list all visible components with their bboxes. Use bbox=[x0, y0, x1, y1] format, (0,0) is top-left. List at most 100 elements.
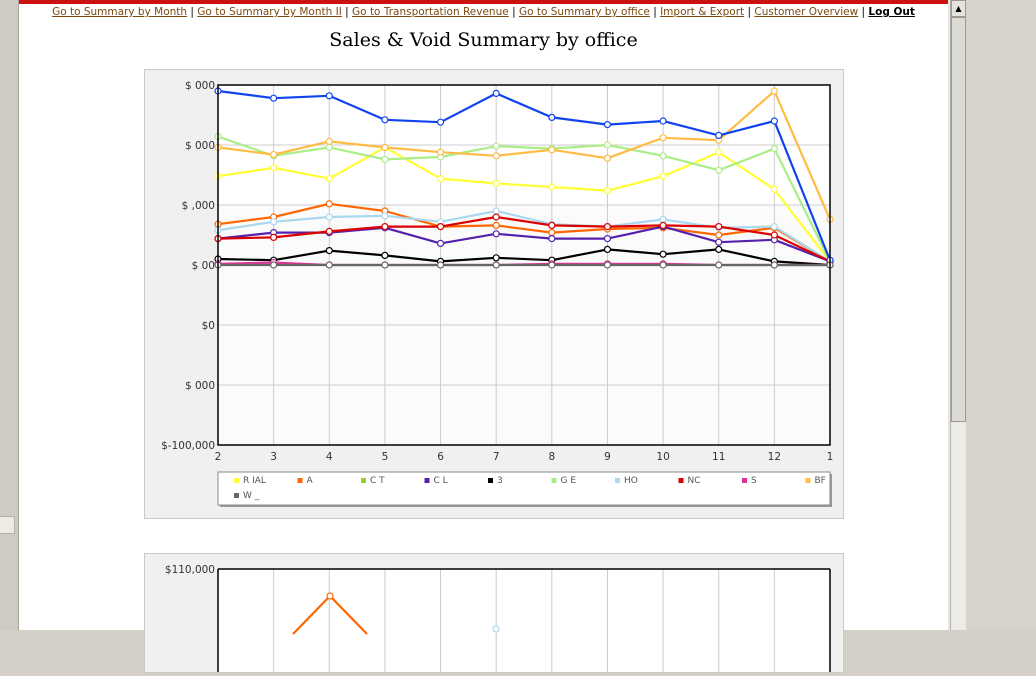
second-chart-svg: $110,000 bbox=[165, 564, 831, 676]
page-content: Go to Summary by Month | Go to Summary b… bbox=[19, 0, 948, 676]
nav-link-summary-by-month[interactable]: Go to Summary by Month bbox=[52, 6, 188, 18]
logout-link[interactable]: Log Out bbox=[868, 6, 915, 18]
data-point bbox=[325, 213, 333, 221]
legend-label: C L bbox=[434, 476, 448, 486]
data-point bbox=[548, 146, 556, 154]
data-point bbox=[715, 245, 723, 253]
data-point bbox=[659, 250, 667, 258]
legend-swatch bbox=[424, 478, 430, 483]
data-point bbox=[715, 231, 723, 239]
data-point bbox=[715, 261, 723, 269]
data-point bbox=[325, 200, 333, 208]
scroll-up-arrow-icon[interactable]: ▲ bbox=[951, 0, 966, 17]
data-point bbox=[270, 150, 278, 159]
data-point bbox=[548, 113, 556, 122]
data-point bbox=[659, 172, 667, 180]
legend-swatch bbox=[678, 478, 684, 483]
data-point bbox=[436, 118, 445, 126]
data-point bbox=[325, 137, 333, 146]
plot-background bbox=[218, 569, 830, 676]
data-point bbox=[548, 229, 556, 237]
data-point bbox=[270, 233, 278, 241]
x-tick-label: 5 bbox=[382, 451, 389, 463]
nav-link-transportation-revenue[interactable]: Go to Transportation Revenue bbox=[352, 6, 509, 18]
data-point bbox=[325, 247, 333, 255]
data-point bbox=[770, 185, 778, 194]
data-point bbox=[381, 251, 389, 259]
nav-links: Go to Summary by Month | Go to Summary b… bbox=[19, 6, 948, 18]
nav-link-summary-by-month-ii[interactable]: Go to Summary by Month II bbox=[197, 6, 342, 18]
data-point bbox=[715, 131, 723, 140]
y-tick-label: $ ,000 bbox=[182, 200, 215, 212]
data-point bbox=[492, 152, 500, 160]
data-point bbox=[492, 142, 500, 150]
data-point bbox=[492, 89, 500, 97]
data-point bbox=[492, 207, 500, 215]
y-tick-label: $ 000 bbox=[185, 140, 215, 152]
data-point bbox=[770, 261, 778, 269]
legend-swatch bbox=[615, 478, 620, 483]
x-tick-label: 3 bbox=[270, 451, 277, 463]
series-line bbox=[217, 202, 831, 263]
series-line bbox=[217, 146, 831, 263]
data-point bbox=[492, 213, 500, 221]
data-point bbox=[325, 261, 333, 269]
y-tick-label: $110,000 bbox=[165, 564, 215, 576]
legend-label: 3 bbox=[497, 476, 503, 486]
data-point bbox=[770, 231, 778, 239]
data-point bbox=[603, 120, 612, 129]
data-point bbox=[659, 221, 667, 229]
data-point bbox=[492, 254, 500, 262]
data-point bbox=[325, 227, 333, 235]
y-tick-label: $0 bbox=[202, 320, 215, 332]
data-point bbox=[770, 223, 778, 231]
data-point bbox=[492, 230, 500, 238]
nav-link-import-export[interactable]: Import & Export bbox=[660, 6, 745, 18]
second-chart: $110,000 bbox=[144, 553, 844, 676]
legend-box bbox=[217, 471, 831, 506]
data-point bbox=[325, 143, 333, 152]
x-tick-label: 12 bbox=[768, 451, 781, 463]
left-window-frame bbox=[0, 0, 19, 630]
data-point bbox=[603, 186, 612, 195]
sales-void-chart: $ 000 $ 000 $ ,000 $ 00 $0 $ 000 $-100,000 2 3 4 5… bbox=[144, 69, 891, 519]
series-line bbox=[217, 248, 831, 267]
data-point bbox=[715, 223, 723, 231]
data-point bbox=[770, 117, 778, 125]
series-line bbox=[217, 135, 831, 262]
vertical-scrollbar[interactable]: ▲ bbox=[950, 0, 966, 630]
data-point bbox=[548, 261, 556, 269]
data-point bbox=[381, 155, 389, 164]
series-line bbox=[217, 215, 831, 263]
legend-swatch bbox=[361, 478, 366, 483]
legend-label: G E bbox=[561, 476, 577, 486]
data-point bbox=[381, 212, 389, 220]
data-point bbox=[270, 261, 278, 269]
header-red-bar bbox=[19, 0, 948, 4]
data-point bbox=[270, 94, 278, 102]
nav-link-customer-overview[interactable]: Customer Overview bbox=[754, 6, 859, 18]
x-tick-label: 7 bbox=[493, 451, 500, 463]
x-tick-label: 8 bbox=[548, 451, 555, 463]
x-tick-label: 10 bbox=[656, 451, 669, 463]
data-point bbox=[659, 152, 667, 160]
data-point bbox=[381, 143, 389, 152]
nav-separator: | bbox=[512, 6, 516, 18]
legend-swatch bbox=[488, 478, 493, 483]
data-point bbox=[548, 183, 556, 191]
data-point bbox=[603, 141, 612, 149]
legend-label: NC bbox=[688, 476, 701, 486]
legend-label: C T bbox=[370, 476, 385, 486]
legend-swatch bbox=[551, 478, 557, 483]
series-line bbox=[217, 89, 832, 261]
scroll-thumb[interactable] bbox=[951, 17, 966, 422]
x-tick-label: 6 bbox=[437, 451, 444, 463]
data-point bbox=[270, 164, 278, 172]
nav-separator: | bbox=[190, 6, 194, 18]
x-tick-label: 9 bbox=[604, 451, 611, 463]
series-group bbox=[214, 87, 834, 269]
legend-label: BF bbox=[815, 476, 826, 486]
data-point bbox=[715, 238, 723, 246]
nav-link-summary-by-office[interactable]: Go to Summary by office bbox=[518, 6, 650, 18]
left-frame-tab[interactable] bbox=[0, 516, 15, 534]
